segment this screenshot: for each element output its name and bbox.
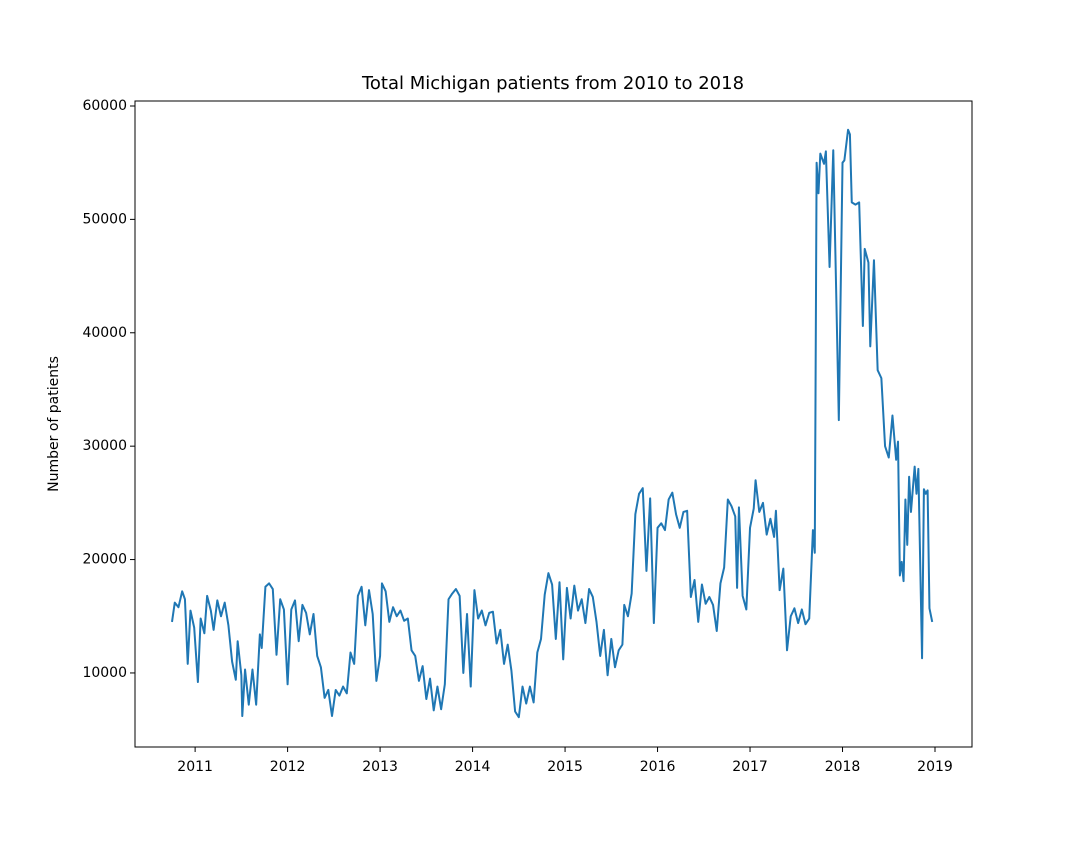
y-axis-label: Number of patients (46, 356, 62, 492)
x-tick-label: 2018 (825, 759, 861, 775)
y-tick-label: 50000 (82, 211, 127, 227)
y-tick-label: 30000 (82, 438, 127, 454)
x-tick-label: 2013 (362, 759, 398, 775)
x-tick-label: 2019 (917, 759, 953, 775)
x-tick-label: 2014 (455, 759, 491, 775)
x-tick-label: 2011 (177, 759, 213, 775)
y-tick-label: 20000 (82, 552, 127, 568)
y-tick-label: 60000 (82, 98, 127, 114)
x-tick-label: 2015 (547, 759, 583, 775)
chart-title: Total Michigan patients from 2010 to 201… (361, 73, 744, 94)
x-tick-label: 2016 (640, 759, 676, 775)
x-tick-label: 2017 (732, 759, 768, 775)
y-tick-label: 40000 (82, 325, 127, 341)
x-tick-label: 2012 (270, 759, 306, 775)
y-tick-label: 10000 (82, 665, 127, 681)
plot-frame (134, 100, 973, 748)
data-line (171, 128, 934, 719)
